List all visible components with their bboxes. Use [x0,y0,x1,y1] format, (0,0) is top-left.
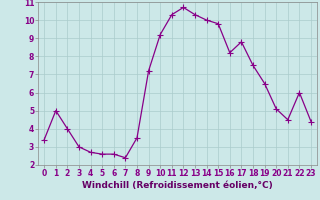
X-axis label: Windchill (Refroidissement éolien,°C): Windchill (Refroidissement éolien,°C) [82,181,273,190]
